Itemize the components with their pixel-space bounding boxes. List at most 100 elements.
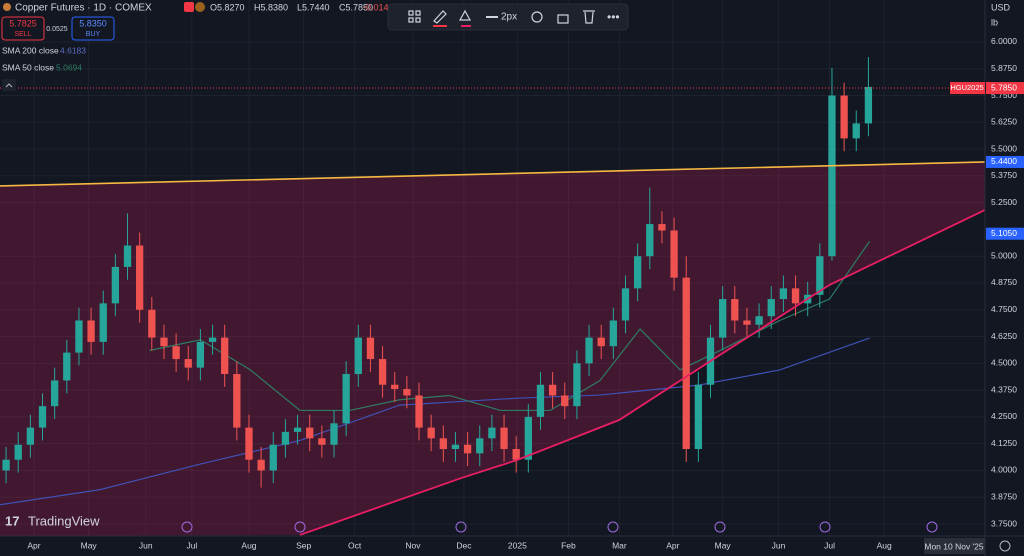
sma-line [0, 337, 870, 506]
candle-body [719, 299, 727, 338]
candle-body [840, 95, 848, 139]
delay-icon [195, 2, 205, 12]
candle-body [233, 374, 241, 428]
support-label-box [986, 227, 1024, 240]
candle-body [633, 256, 642, 289]
candle-body [791, 288, 800, 304]
templates-icon[interactable] [408, 17, 414, 23]
sell-label[interactable]: SELL [14, 31, 31, 38]
candle-body [269, 444, 277, 471]
crosshair-date-box [924, 538, 985, 554]
candle-body [548, 384, 557, 396]
settings-button[interactable] [999, 540, 1011, 552]
candle-body [306, 427, 314, 439]
last-price-box [986, 82, 1024, 95]
sell-price[interactable]: 5.7825 [9, 18, 37, 28]
pencil-icon[interactable] [433, 10, 447, 24]
candle-body [26, 427, 35, 445]
ohlc-open: O5.8270 [210, 2, 245, 12]
candle-body [852, 123, 860, 139]
candle-body [366, 337, 375, 360]
templates-icon[interactable] [408, 10, 414, 16]
candle-body [439, 438, 447, 450]
candle-body [658, 224, 666, 231]
candle-body [524, 416, 532, 460]
symbol-icon [3, 3, 11, 11]
sell-button[interactable] [1, 16, 45, 41]
event-icon[interactable] [455, 521, 467, 533]
candle-body [682, 277, 690, 450]
flag-icon [184, 2, 194, 12]
buy-price[interactable]: 5.8350 [79, 18, 107, 28]
x-tick-label: 2025 [508, 540, 527, 550]
line-width[interactable]: 2px [501, 12, 517, 23]
symbol-label: HGU2025 [950, 83, 983, 92]
y-tick-label: 4.5000 [991, 358, 1017, 368]
candle-body [476, 438, 484, 454]
x-tick-label: Dec [456, 540, 472, 550]
buy-button[interactable] [71, 16, 115, 41]
candle-body [536, 384, 545, 417]
candle-body [208, 337, 217, 342]
candle-body [767, 299, 775, 317]
sma200-value: 4.6183 [60, 45, 86, 55]
event-icon[interactable] [819, 521, 831, 533]
crosshair-date: Mon 10 Nov '25 [924, 541, 984, 551]
candle-body [342, 374, 350, 424]
candle-body [172, 346, 180, 360]
buy-label[interactable]: BUY [86, 31, 101, 38]
event-icon[interactable] [294, 521, 306, 533]
event-icon[interactable] [607, 521, 619, 533]
currency[interactable]: USD [991, 2, 1011, 12]
candle-body [609, 320, 617, 347]
candle-body [864, 86, 873, 124]
x-tick-label: Nov [405, 540, 421, 550]
unit[interactable]: lb [991, 17, 998, 27]
x-tick-label: Aug [241, 540, 256, 550]
event-icon[interactable] [926, 521, 938, 533]
more-button[interactable]: ••• [607, 10, 620, 24]
candle-body [38, 406, 47, 428]
candle-body [415, 395, 423, 428]
y-tick-label: 3.7500 [991, 518, 1017, 528]
symbol-label-box [950, 82, 985, 95]
candle-body [828, 95, 836, 257]
x-tick-label: Jul [186, 540, 197, 550]
y-tick-label: 4.0000 [991, 465, 1017, 475]
y-tick-label: 5.2500 [991, 197, 1017, 207]
support-line [299, 209, 986, 536]
candle-body [148, 309, 156, 338]
x-tick-label: Mar [612, 540, 627, 550]
x-tick-label: Jun [139, 540, 153, 550]
y-tick-label: 4.6250 [991, 331, 1017, 341]
settings-icon[interactable] [531, 11, 543, 23]
sma200-name: SMA 200 close [2, 45, 59, 55]
delete-icon[interactable] [583, 10, 595, 24]
templates-icon[interactable] [415, 17, 421, 23]
y-tick-label: 4.2500 [991, 411, 1017, 421]
candle-body [463, 444, 472, 454]
candle-body [99, 303, 107, 342]
templates-icon[interactable] [415, 10, 421, 16]
collapse-icon [5, 83, 13, 88]
last-price-label: 5.7850 [991, 82, 1017, 92]
event-icon[interactable] [181, 521, 193, 533]
candle-body [51, 380, 59, 407]
candle-body [2, 459, 10, 471]
candle-body [75, 320, 83, 353]
candle-body [646, 224, 654, 257]
brand: TradingView [28, 513, 100, 528]
candle-body [160, 337, 168, 347]
x-tick-label: Feb [561, 540, 576, 550]
candle-body [816, 256, 824, 295]
candle-body [451, 444, 460, 450]
event-icon[interactable] [714, 521, 726, 533]
collapse-button[interactable] [2, 79, 16, 91]
candle-body [136, 245, 144, 310]
lock-icon[interactable] [557, 14, 569, 24]
x-tick-label: Jun [772, 540, 786, 550]
fill-icon[interactable] [458, 9, 472, 21]
y-tick-label: 5.6250 [991, 117, 1017, 127]
brand-logo: 17 [5, 513, 19, 528]
